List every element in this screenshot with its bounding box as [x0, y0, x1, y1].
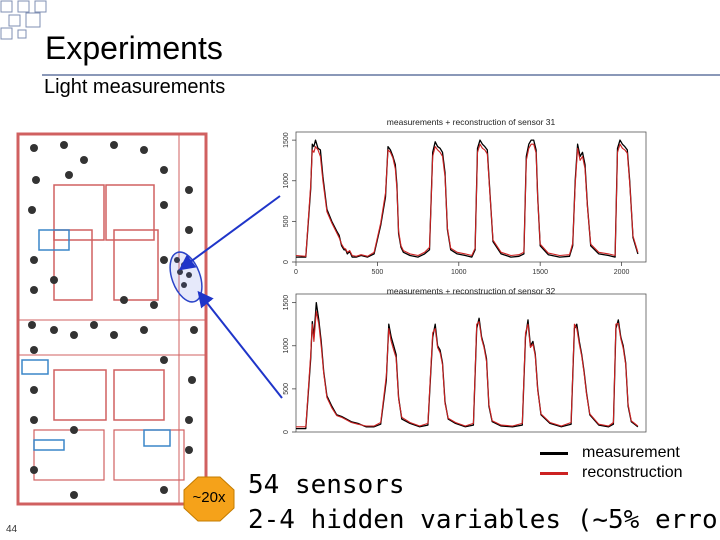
y-tick-label: 1500: [283, 295, 290, 311]
slide-title: Experiments: [45, 30, 223, 66]
octagon-badge-icon: [183, 476, 235, 522]
bullet-sensors: 54 sensors: [248, 470, 405, 500]
x-tick-label: 0: [294, 269, 298, 276]
series-line-measurement: [296, 139, 639, 258]
slide-subtitle: Light measurements: [44, 76, 226, 98]
title-divider: [42, 74, 720, 76]
arrow-sensor-32: [197, 290, 283, 399]
y-tick-label: 1000: [283, 338, 290, 354]
legend-swatch-reconstruction: [540, 471, 568, 475]
chart-legend: measurement reconstruction: [540, 443, 683, 483]
x-tick-label: 500: [372, 269, 384, 276]
series-line-reconstruction: [296, 310, 639, 428]
legend-swatch-measurement: [540, 451, 568, 455]
y-tick-label: 1000: [283, 173, 290, 189]
legend-item-measurement: measurement: [540, 443, 683, 463]
y-tick-label: 0: [283, 260, 290, 264]
arrow-sensor-31: [178, 195, 281, 271]
legend-item-reconstruction: reconstruction: [540, 463, 683, 483]
legend-label-measurement: measurement: [582, 444, 680, 461]
x-tick-label: 1000: [451, 269, 467, 276]
chart-title: measurements + reconstruction of sensor …: [387, 117, 556, 127]
y-tick-label: 500: [283, 215, 290, 227]
series-line-reconstruction: [295, 143, 639, 257]
corner-squares-decoration: [0, 0, 47, 40]
y-tick-label: 500: [283, 383, 290, 395]
slide-number: 44: [6, 524, 18, 535]
bullet-hidden-variables: 2-4 hidden variables (~5% error): [248, 505, 720, 535]
y-tick-label: 0: [283, 430, 290, 434]
legend-label-reconstruction: reconstruction: [582, 464, 683, 481]
plot-frame: [295, 131, 647, 263]
x-tick-label: 1500: [532, 269, 548, 276]
x-tick-label: 2000: [614, 269, 630, 276]
plot-frame: [295, 293, 647, 433]
chart-title: measurements + reconstruction of sensor …: [387, 286, 556, 296]
chart-sensor-31: measurements + reconstruction of sensor …: [283, 117, 647, 276]
y-tick-label: 1500: [283, 132, 290, 148]
chart-sensor-32: measurements + reconstruction of sensor …: [283, 286, 647, 434]
floor-plan-image: [16, 132, 208, 506]
badge-label: ~20x: [192, 489, 226, 506]
